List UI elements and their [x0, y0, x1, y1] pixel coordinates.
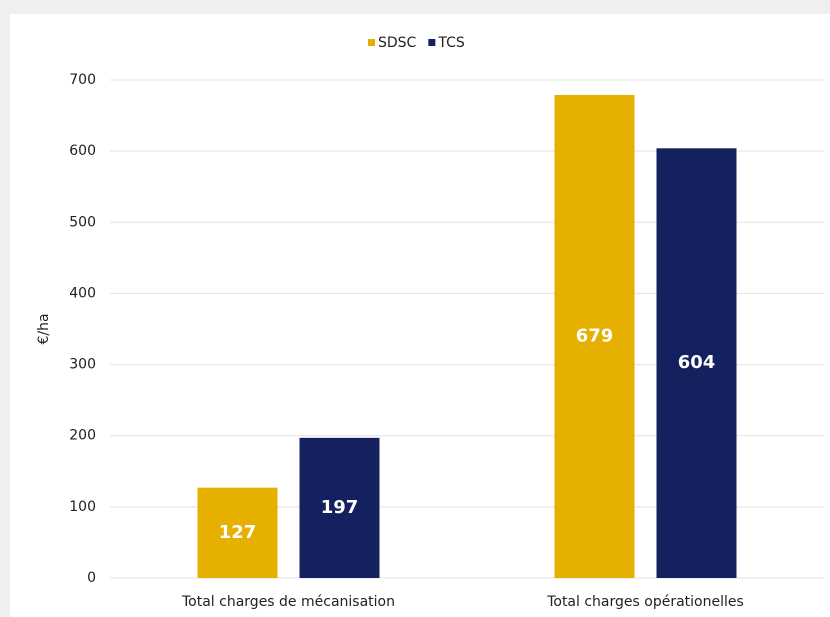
y-tick-label: 500 [69, 214, 96, 230]
data-label: 604 [678, 352, 716, 373]
legend-swatch [368, 39, 375, 46]
bar [656, 148, 737, 578]
bar [197, 487, 278, 578]
y-axis-label: €/ha [36, 313, 52, 344]
y-tick-label: 700 [69, 72, 96, 88]
bar [299, 437, 380, 578]
x-tick-label: Total charges de mécanisation [181, 594, 395, 610]
data-label: 679 [576, 325, 614, 346]
legend-label: TCS [437, 35, 465, 51]
legend-label: SDSC [378, 35, 417, 51]
data-label: 127 [219, 522, 257, 543]
y-tick-label: 600 [69, 143, 96, 159]
y-tick-label: 100 [69, 499, 96, 515]
y-tick-label: 200 [69, 428, 96, 444]
y-tick-label: 400 [69, 285, 96, 301]
legend-swatch [428, 39, 436, 46]
x-tick-label: Total charges opérationelles [546, 594, 744, 610]
y-tick-label: 0 [87, 570, 96, 586]
bar [554, 94, 635, 578]
y-tick-label: 300 [69, 357, 96, 373]
data-label: 197 [321, 497, 359, 518]
